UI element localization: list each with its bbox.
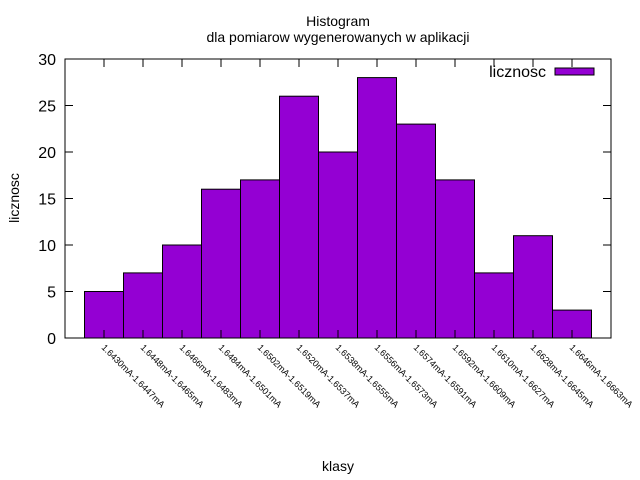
legend-swatch (554, 67, 595, 76)
chart-title: Histogram (306, 13, 370, 29)
chart-subtitle: dla pomiarow wygenerowanych w aplikacji (206, 29, 469, 45)
y-tick-label: 10 (38, 238, 56, 255)
y-tick-label: 30 (38, 52, 56, 69)
y-tick-label: 25 (38, 99, 56, 116)
histogram-bar (435, 179, 475, 339)
x-tick-label: 1.6646mA-1.6663mA (568, 342, 635, 409)
bars-group (84, 77, 592, 339)
histogram-bar (513, 235, 553, 339)
histogram-bar (123, 272, 163, 339)
legend-label: licznosc (489, 64, 546, 81)
histogram-bar (357, 77, 397, 339)
plot-frame (64, 58, 612, 339)
histogram-bar (201, 188, 241, 339)
histogram-bar (318, 151, 358, 339)
histogram-bar (474, 272, 514, 339)
legend: licznosc (489, 64, 595, 81)
y-tick-label: 5 (47, 285, 56, 302)
histogram-bar (279, 95, 319, 339)
y-tick-label: 0 (47, 331, 56, 348)
y-tick-label: 15 (38, 192, 56, 209)
y-axis-label: licznosc (6, 173, 22, 223)
histogram-bar (240, 179, 280, 339)
y-tick-label: 20 (38, 145, 56, 162)
histogram-bar (162, 244, 202, 339)
histogram-bar (396, 123, 436, 339)
x-axis-label: klasy (322, 458, 354, 474)
y-axis-ticks: 0 5 10 15 20 25 30 (38, 52, 611, 348)
